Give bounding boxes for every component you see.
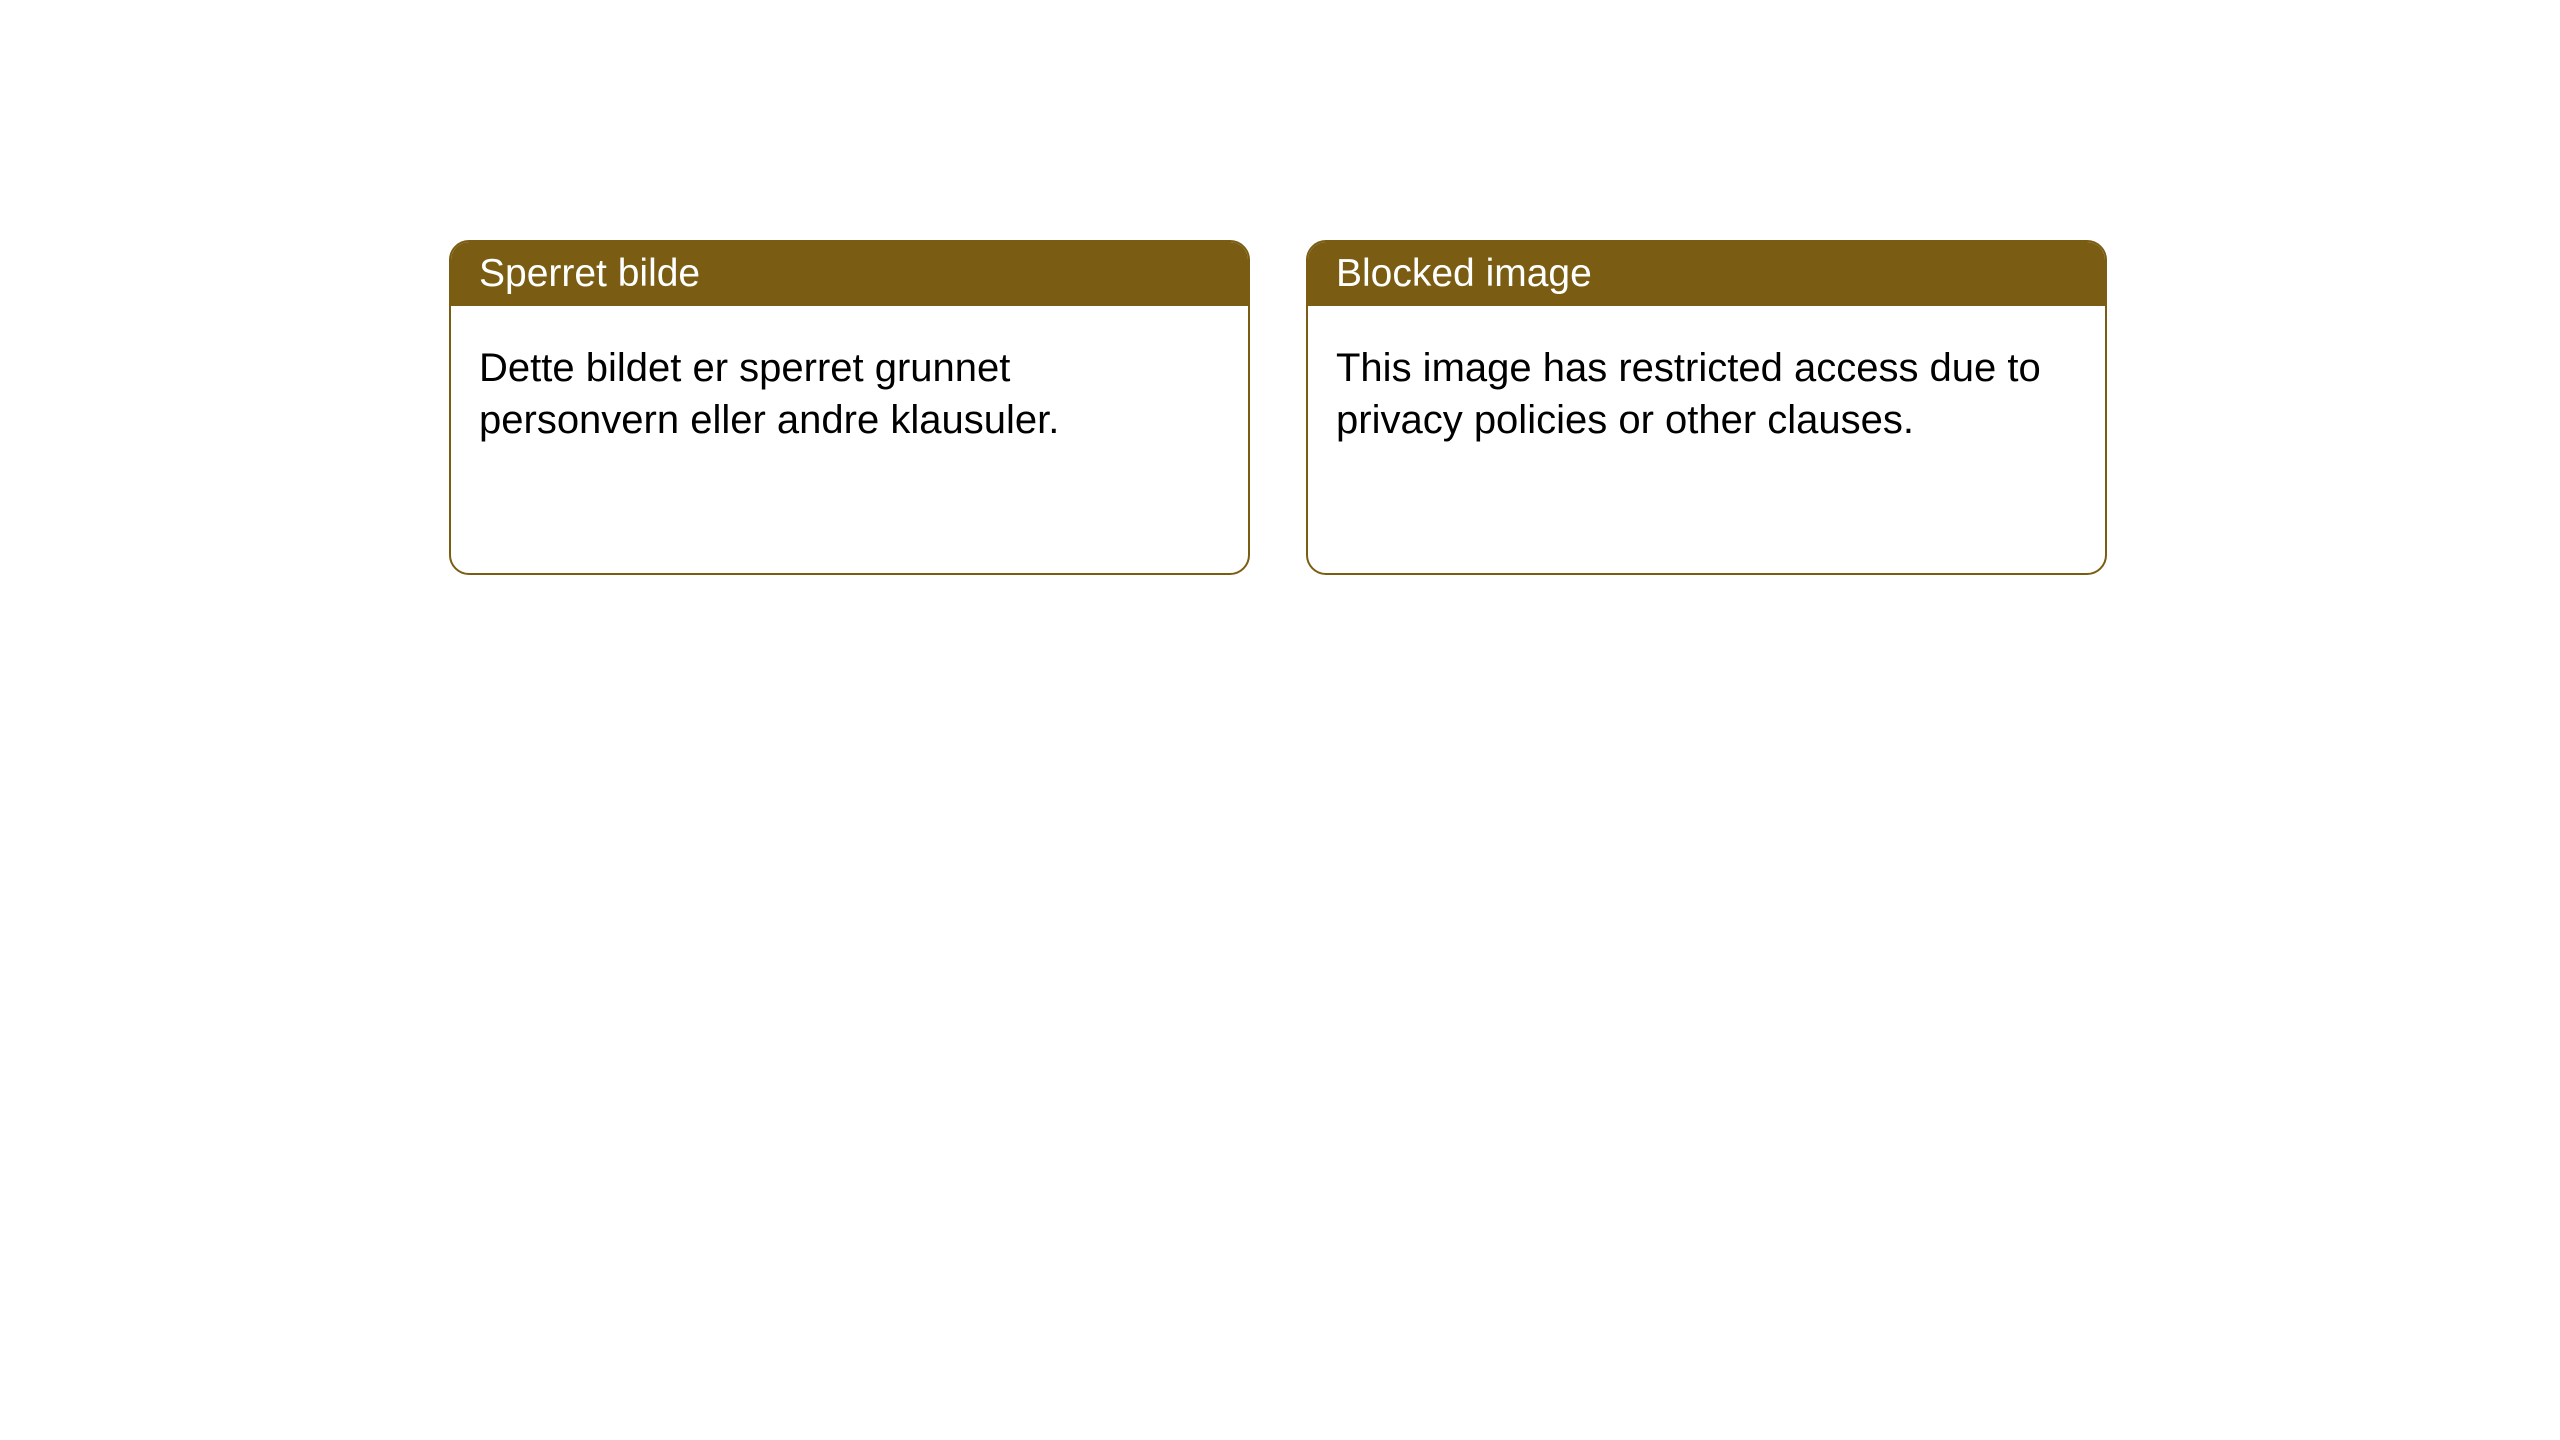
notice-container: Sperret bilde Dette bildet er sperret gr… [449, 240, 2107, 575]
card-header: Sperret bilde [451, 242, 1248, 306]
card-title: Blocked image [1336, 252, 1592, 295]
card-body-text: Dette bildet er sperret grunnet personve… [479, 346, 1059, 442]
card-title: Sperret bilde [479, 252, 700, 295]
notice-card-norwegian: Sperret bilde Dette bildet er sperret gr… [449, 240, 1250, 575]
notice-card-english: Blocked image This image has restricted … [1306, 240, 2107, 575]
card-header: Blocked image [1308, 242, 2105, 306]
card-body: This image has restricted access due to … [1308, 306, 2105, 482]
card-body: Dette bildet er sperret grunnet personve… [451, 306, 1248, 482]
card-body-text: This image has restricted access due to … [1336, 346, 2041, 442]
